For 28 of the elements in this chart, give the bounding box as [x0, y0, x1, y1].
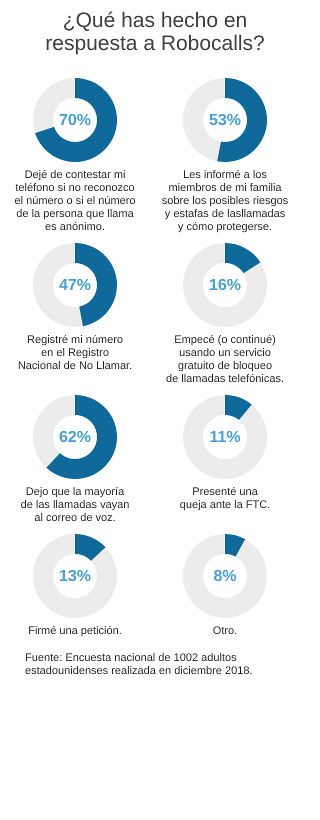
- text: ¿Qué has hecho en respuesta a Robocalls?: [45, 9, 265, 55]
- text: 11%: [209, 429, 241, 446]
- donut-slice: [183, 395, 267, 479]
- donut-slice: [183, 243, 267, 327]
- text: Dejo que la mayoría de las llamadas vayan al correo de voz.: [20, 486, 130, 524]
- source-note: Fuente: Encuesta nacional de 1002 adultos estadounidenses realizada en diciembre 2018.: [25, 652, 252, 677]
- donut-slice: [46, 395, 117, 479]
- text: 13%: [58, 568, 92, 585]
- text: Les informé a los miembros de mi familia sobre los posibles riesgos y estafas de lasllamadas y cómo protegerse.: [162, 169, 289, 233]
- text: Firmé una petición.: [28, 625, 122, 637]
- text: 47%: [58, 277, 92, 294]
- donut-slice: [225, 534, 246, 557]
- text: 8%: [213, 568, 237, 585]
- donut-slice: [183, 534, 267, 618]
- text: 70%: [58, 112, 92, 129]
- text: Presenté una queja ante la FTC.: [180, 486, 270, 511]
- text: Registré mi número en el Registro Nacional de No Llamar.: [18, 334, 132, 372]
- text: 62%: [58, 429, 92, 446]
- donut-slice: [75, 534, 106, 561]
- donut-slice: [225, 243, 260, 274]
- text: Dejé de contestar mi teléfono si no reconozco el número o si el número de la persona que llama es anónimo.: [14, 169, 136, 233]
- donut-slice: [225, 395, 252, 420]
- donut-slice: [33, 534, 117, 618]
- text: Otro.: [212, 625, 238, 637]
- text: 53%: [208, 112, 242, 129]
- text: Empecé (o continué) usando un servicio gratuito de bloqueo de llamadas telefónicas.: [166, 334, 284, 385]
- text: 16%: [208, 277, 242, 294]
- donut-slice: [35, 78, 117, 162]
